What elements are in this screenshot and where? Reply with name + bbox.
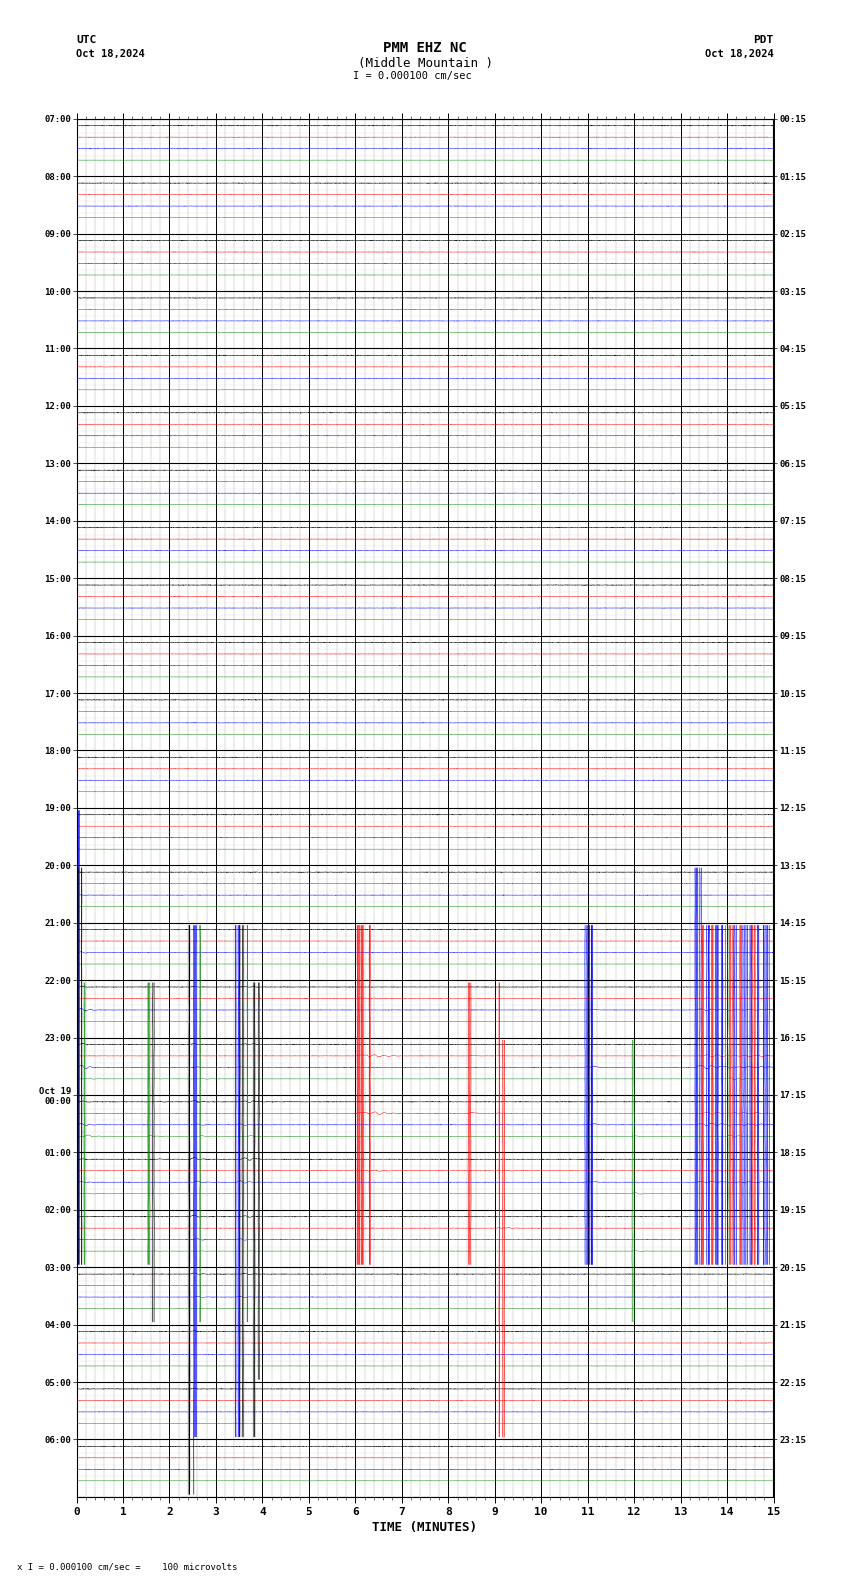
Text: UTC: UTC bbox=[76, 35, 97, 44]
X-axis label: TIME (MINUTES): TIME (MINUTES) bbox=[372, 1522, 478, 1535]
Text: PMM EHZ NC: PMM EHZ NC bbox=[383, 41, 467, 55]
Text: (Middle Mountain ): (Middle Mountain ) bbox=[358, 57, 492, 70]
Text: PDT: PDT bbox=[753, 35, 774, 44]
Text: x I = 0.000100 cm/sec =    100 microvolts: x I = 0.000100 cm/sec = 100 microvolts bbox=[17, 1562, 237, 1571]
Text: I = 0.000100 cm/sec: I = 0.000100 cm/sec bbox=[353, 71, 472, 81]
Text: Oct 18,2024: Oct 18,2024 bbox=[705, 49, 774, 59]
Text: Oct 18,2024: Oct 18,2024 bbox=[76, 49, 145, 59]
